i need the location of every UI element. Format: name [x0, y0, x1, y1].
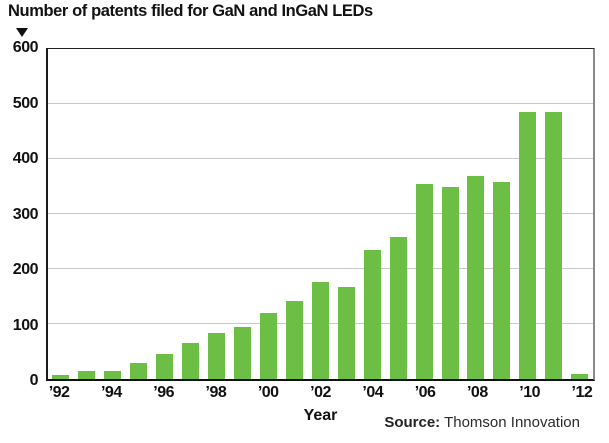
bar-1998 — [208, 332, 226, 379]
bar-2002 — [311, 282, 329, 379]
x-tick-label-2002: ’02 — [310, 384, 331, 401]
x-tick-label-2006: ’06 — [414, 384, 436, 401]
y-tick-label-100: 100 — [12, 316, 39, 334]
bar-1992 — [52, 374, 70, 379]
source-note: Source: Thomson Innovation — [384, 414, 580, 431]
bar-1996 — [156, 354, 174, 379]
x-tick-label-1994: ’94 — [100, 384, 122, 401]
gridline-200 — [48, 268, 593, 269]
bar-2008 — [467, 175, 485, 379]
y-tick-label-300: 300 — [12, 205, 39, 223]
bar-2000 — [259, 313, 277, 379]
bar-2009 — [493, 182, 511, 379]
gridline-500 — [48, 103, 593, 104]
bar-1993 — [78, 370, 96, 379]
x-tick-label-2012: ’12 — [571, 384, 593, 401]
source-label: Source: — [384, 414, 441, 431]
x-axis-title: Year — [303, 407, 338, 424]
y-tick-label-500: 500 — [12, 94, 39, 112]
x-tick-label-1996: ’96 — [153, 384, 175, 401]
chart-title: Number of patents filed for GaN and InGa… — [8, 2, 373, 20]
bar-2006 — [415, 183, 433, 379]
y-axis: 0 100 200 300 400 500 600 — [0, 39, 40, 389]
plot-area — [46, 48, 595, 381]
bar-2005 — [389, 236, 407, 379]
x-tick-label-2004: ’04 — [362, 384, 384, 401]
bar-1999 — [234, 327, 252, 379]
bar-2007 — [441, 186, 459, 379]
bar-2011 — [545, 112, 563, 379]
x-tick-label-2000: ’00 — [257, 384, 279, 401]
bar-2001 — [285, 301, 303, 379]
y-tick-label-600: 600 — [12, 39, 39, 56]
x-tick-label-1998: ’98 — [205, 384, 227, 401]
x-tick-label-2010: ’10 — [519, 384, 541, 401]
gridline-400 — [48, 158, 593, 159]
x-tick-label-1992: ’92 — [48, 384, 70, 401]
bar-2010 — [519, 112, 537, 379]
bar-1995 — [130, 362, 148, 379]
source-text: Thomson Innovation — [444, 414, 580, 431]
y-tick-label-400: 400 — [12, 150, 39, 167]
y-tick-label-0: 0 — [29, 372, 39, 389]
x-tick-label-2008: ’08 — [466, 384, 488, 401]
bar-2003 — [337, 286, 355, 379]
y-tick-label-200: 200 — [12, 261, 39, 278]
gridline-300 — [48, 213, 593, 214]
axis-pointer-triangle-icon — [16, 28, 28, 37]
bar-1994 — [104, 370, 122, 379]
bar-1997 — [182, 343, 200, 379]
bar-2012 — [571, 373, 589, 379]
bar-2004 — [363, 250, 381, 379]
x-axis: ’92 ’94 ’96 ’98 ’00 ’02 ’04 ’06 ’08 ’10 ’12 — [46, 384, 595, 404]
bar-series — [48, 49, 593, 379]
